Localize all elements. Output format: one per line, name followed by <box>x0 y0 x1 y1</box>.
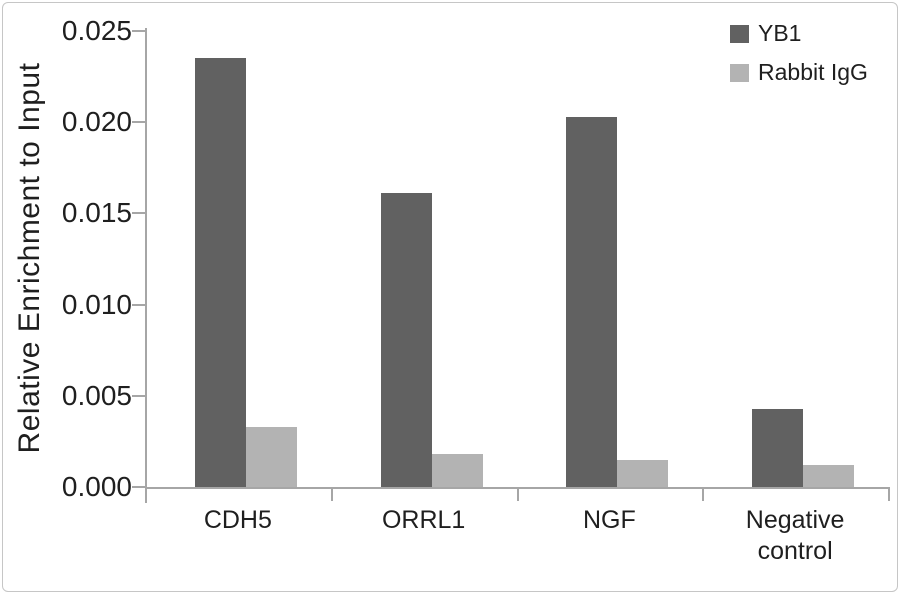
legend-label: Rabbit IgG <box>758 59 868 85</box>
legend-label: YB1 <box>758 20 802 46</box>
x-category-label: ORRL1 <box>381 506 466 534</box>
bar-rabbit-igg-ngf <box>617 459 669 487</box>
legend-item-yb1: YB1 <box>730 20 868 46</box>
y-tick <box>132 212 145 215</box>
y-tick <box>132 303 145 306</box>
x-tick <box>516 487 519 501</box>
bar-rabbit-igg-orrl1 <box>431 454 483 487</box>
y-tick-label: 0.025 <box>61 15 132 46</box>
y-tick <box>132 121 145 124</box>
bar-rabbit-igg-negative-control <box>803 465 855 487</box>
y-tick <box>132 394 145 397</box>
bar-yb1-cdh5 <box>194 58 246 487</box>
y-tick-label: 0.020 <box>61 106 132 138</box>
bar-yb1-orrl1 <box>380 193 432 487</box>
x-category-label: CDH5 <box>203 506 272 534</box>
x-tick <box>888 487 890 501</box>
legend-item-rabbit-igg: Rabbit IgG <box>730 59 868 85</box>
y-tick-label: 0.010 <box>61 288 132 320</box>
y-tick-label: 0.000 <box>61 471 132 502</box>
y-axis-line <box>145 28 147 503</box>
legend-swatch-dark-icon <box>730 24 749 43</box>
y-tick <box>132 486 145 488</box>
legend: YB1 Rabbit IgG <box>730 20 868 102</box>
bar-yb1-ngf <box>566 116 618 487</box>
legend-swatch-light-icon <box>730 63 749 82</box>
bar-yb1-negative-control <box>752 408 804 487</box>
x-tick <box>330 487 333 501</box>
x-category-label: Negative control <box>745 506 845 565</box>
y-tick-label: 0.015 <box>61 197 132 229</box>
y-tick-label: 0.005 <box>61 379 132 411</box>
x-tick <box>702 487 705 501</box>
y-tick <box>132 30 145 32</box>
x-category-label: NGF <box>582 506 636 534</box>
bar-rabbit-igg-cdh5 <box>245 426 297 487</box>
